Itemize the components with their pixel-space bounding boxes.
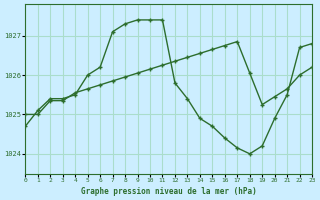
X-axis label: Graphe pression niveau de la mer (hPa): Graphe pression niveau de la mer (hPa) bbox=[81, 187, 257, 196]
